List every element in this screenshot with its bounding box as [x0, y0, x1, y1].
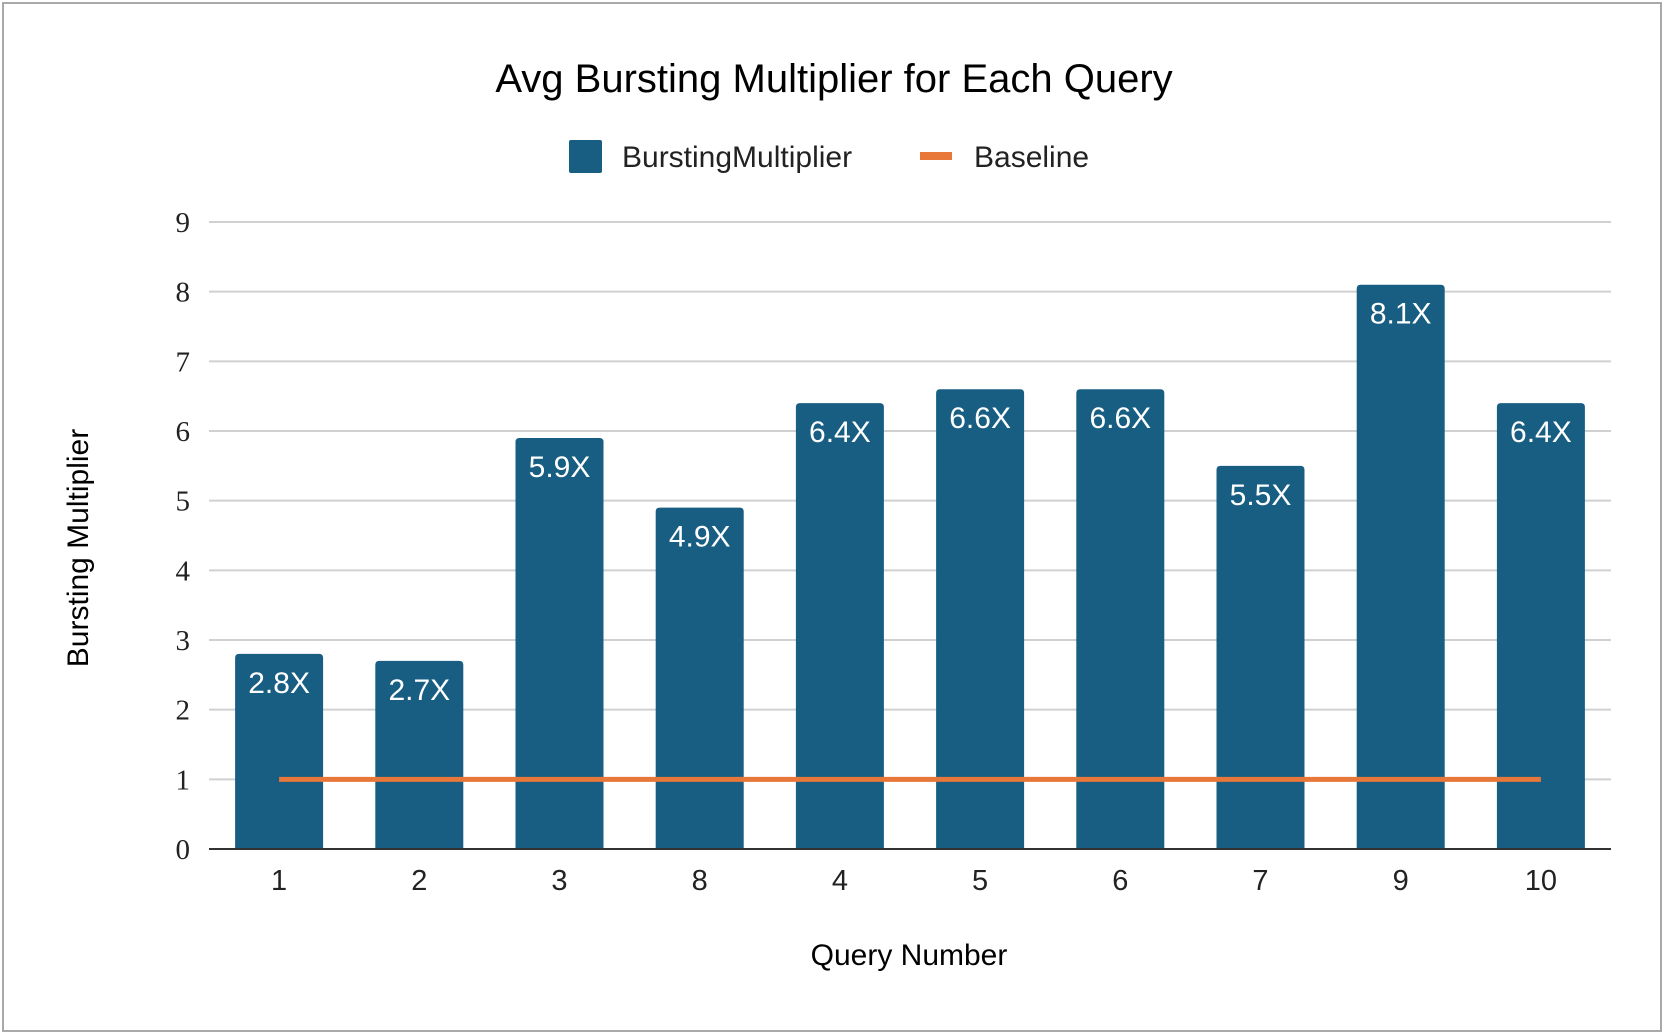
bars: [235, 284, 1585, 849]
bar-data-labels: 2.8X 2.7X 5.9X 4.9X 6.4X 6.6X 6.6X 5.5X 8.1X 6.4X: [248, 298, 1572, 707]
x-axis-title: Query Number: [811, 939, 1008, 972]
chart-title: Avg Bursting Multiplier for Each Query: [495, 57, 1172, 101]
y-tick-label: 7: [176, 346, 191, 378]
x-tick-label: 4: [832, 865, 848, 897]
y-tick-label: 2: [176, 695, 191, 727]
bar-query-5: [936, 389, 1025, 849]
bar-label-query-9: 8.1X: [1370, 298, 1432, 331]
y-tick-label: 0: [176, 834, 191, 866]
y-tick-label: 3: [176, 625, 191, 657]
bar-query-1: [235, 653, 324, 849]
bar-query-7: [1216, 465, 1305, 849]
y-tick-label: 5: [176, 486, 191, 518]
bar-label-query-5: 6.6X: [949, 402, 1011, 435]
x-tick-label: 2: [411, 865, 427, 897]
x-tick-label: 3: [551, 865, 567, 897]
x-tick-label: 9: [1393, 865, 1409, 897]
bar-label-query-10: 6.4X: [1510, 416, 1572, 449]
x-tick-label: 6: [1112, 865, 1128, 897]
bar-label-query-7: 5.5X: [1230, 479, 1292, 512]
y-tick-label: 8: [176, 277, 191, 309]
legend-label-bursting-multiplier: BurstingMultiplier: [622, 141, 852, 174]
bar-query-10: [1496, 403, 1585, 849]
x-tick-label: 10: [1525, 865, 1557, 897]
bar-query-2: [375, 660, 464, 849]
legend-swatch-bursting-multiplier: [569, 140, 602, 173]
x-tick-label: 7: [1252, 865, 1268, 897]
chart-svg: Avg Bursting Multiplier for Each Query B…: [62, 57, 1611, 972]
legend-label-baseline: Baseline: [974, 141, 1089, 174]
y-tick-label: 9: [176, 207, 191, 239]
bar-query-8: [655, 507, 744, 849]
bar-label-query-3: 5.9X: [529, 451, 591, 484]
y-tick-label: 4: [176, 555, 191, 587]
x-tick-label: 5: [972, 865, 988, 897]
bar-label-query-8: 4.9X: [669, 521, 731, 554]
bar-label-query-4: 6.4X: [809, 416, 871, 449]
bar-query-3: [515, 437, 604, 849]
legend: BurstingMultiplier Baseline: [569, 140, 1089, 174]
x-axis-ticks: 1 2 3 8 4 5 6 7 9 10: [271, 865, 1557, 897]
bar-label-query-1: 2.8X: [248, 667, 310, 700]
y-tick-label: 1: [176, 764, 191, 796]
y-tick-label: 6: [176, 416, 191, 448]
bar-query-4: [795, 403, 884, 849]
legend-swatch-baseline: [920, 152, 952, 160]
y-axis-title: Bursting Multiplier: [62, 429, 95, 667]
bar-query-6: [1076, 389, 1165, 849]
bar-label-query-6: 6.6X: [1089, 402, 1151, 435]
bar-query-9: [1356, 284, 1445, 849]
y-axis-ticks: 0 1 2 3 4 5 6 7 8 9: [176, 207, 191, 866]
bar-label-query-2: 2.7X: [388, 674, 450, 707]
x-tick-label: 8: [692, 865, 708, 897]
x-tick-label: 1: [271, 865, 287, 897]
